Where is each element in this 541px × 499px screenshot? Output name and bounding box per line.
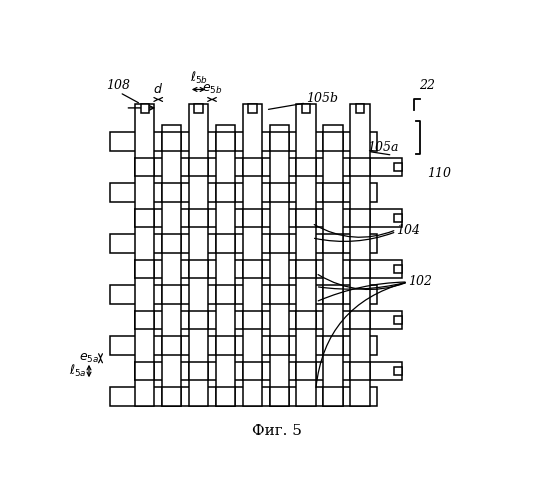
Bar <box>110 132 377 151</box>
Bar <box>135 158 402 176</box>
Bar <box>189 209 208 227</box>
Text: 22: 22 <box>419 79 436 92</box>
Bar <box>216 387 235 406</box>
Bar <box>162 387 181 406</box>
Bar <box>296 362 316 380</box>
Bar <box>302 104 311 112</box>
Bar <box>216 235 235 252</box>
Bar <box>162 285 181 304</box>
Bar <box>324 336 343 355</box>
Bar <box>243 311 262 329</box>
Bar <box>243 362 262 380</box>
Bar <box>162 132 181 151</box>
Text: 110: 110 <box>427 167 451 180</box>
Bar <box>296 158 316 176</box>
Text: 104: 104 <box>397 224 420 237</box>
Bar <box>269 387 289 406</box>
Bar <box>296 260 316 278</box>
Bar <box>216 132 235 151</box>
Text: $e_{5b}$: $e_{5b}$ <box>202 82 222 96</box>
Bar <box>350 158 370 176</box>
Bar <box>269 132 289 151</box>
Bar <box>216 125 235 406</box>
Bar <box>350 260 370 278</box>
Bar <box>216 285 235 304</box>
Bar <box>189 104 208 406</box>
Text: $e_{5a}$: $e_{5a}$ <box>78 352 98 365</box>
Bar <box>189 260 208 278</box>
Bar <box>324 387 343 406</box>
Bar <box>324 183 343 202</box>
Bar <box>269 125 289 406</box>
Bar <box>350 362 370 380</box>
Bar <box>162 183 181 202</box>
Bar <box>350 311 370 329</box>
Text: $\ell_{5a}$: $\ell_{5a}$ <box>69 363 87 379</box>
Text: Фиг. 5: Фиг. 5 <box>252 424 302 438</box>
Bar <box>296 311 316 329</box>
Bar <box>110 235 377 252</box>
Bar <box>110 387 377 406</box>
Text: 108: 108 <box>106 79 130 92</box>
Text: 105a: 105a <box>367 141 399 154</box>
Bar <box>135 260 155 278</box>
Bar <box>324 132 343 151</box>
Bar <box>141 104 149 112</box>
Bar <box>269 235 289 252</box>
Bar <box>243 158 262 176</box>
Bar <box>394 214 402 222</box>
Text: $d$: $d$ <box>153 82 163 96</box>
Bar <box>269 285 289 304</box>
Text: 105b: 105b <box>306 92 338 105</box>
Bar <box>296 209 316 227</box>
Bar <box>135 209 402 227</box>
Bar <box>189 158 208 176</box>
Bar <box>110 285 377 304</box>
Bar <box>394 163 402 171</box>
Bar <box>356 104 364 112</box>
Bar <box>135 209 155 227</box>
Bar <box>135 260 402 278</box>
Text: $\ell_{5b}$: $\ell_{5b}$ <box>189 69 208 86</box>
Bar <box>135 104 155 406</box>
Bar <box>135 311 155 329</box>
Bar <box>162 125 181 406</box>
Bar <box>243 104 262 406</box>
Bar <box>216 183 235 202</box>
Bar <box>296 104 316 406</box>
Bar <box>324 235 343 252</box>
Bar <box>350 104 370 406</box>
Bar <box>243 260 262 278</box>
Bar <box>135 362 155 380</box>
Bar <box>350 209 370 227</box>
Bar <box>324 125 343 406</box>
Bar <box>324 285 343 304</box>
Bar <box>189 362 208 380</box>
Bar <box>135 311 402 329</box>
Bar <box>110 336 377 355</box>
Bar <box>194 104 203 112</box>
Bar <box>394 265 402 273</box>
Bar <box>162 235 181 252</box>
Bar <box>135 158 155 176</box>
Bar <box>216 336 235 355</box>
Bar <box>269 336 289 355</box>
Bar <box>162 336 181 355</box>
Bar <box>394 367 402 375</box>
Bar <box>269 183 289 202</box>
Bar <box>189 311 208 329</box>
Bar <box>394 316 402 324</box>
Bar <box>135 362 402 380</box>
Bar <box>248 104 256 112</box>
Bar <box>110 183 377 202</box>
Text: 102: 102 <box>408 274 432 287</box>
Bar <box>243 209 262 227</box>
